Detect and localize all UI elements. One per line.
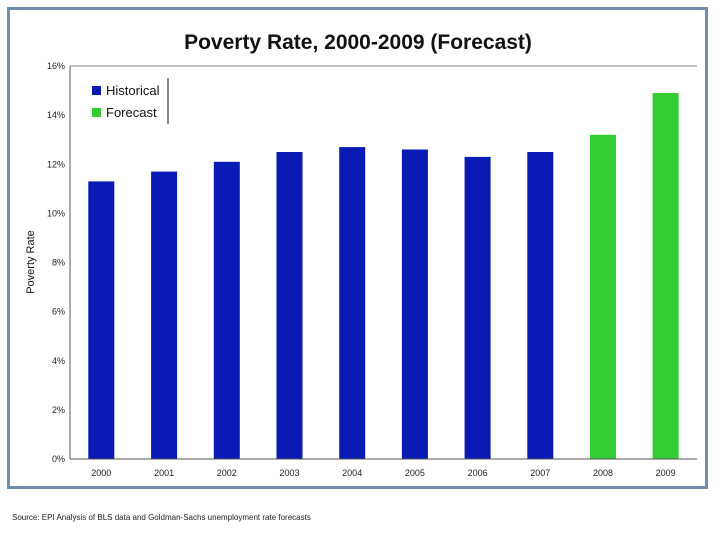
source-note: Source: EPI Analysis of BLS data and Gol… [12, 513, 311, 522]
bar-2008 [590, 134, 616, 460]
x-tick-label: 2004 [342, 468, 362, 478]
bar-2002 [213, 161, 240, 460]
bar-2003 [276, 152, 303, 459]
legend-swatch-historical [92, 86, 101, 95]
x-tick-label: 2001 [154, 468, 174, 478]
y-tick-label: 4% [52, 356, 65, 366]
y-tick-label: 0% [52, 454, 65, 464]
y-tick-label: 12% [47, 159, 65, 169]
y-tick-label: 8% [52, 258, 65, 268]
x-tick-label: 2008 [593, 468, 613, 478]
legend: Historical Forecast [92, 78, 169, 124]
bar-2005 [401, 149, 428, 459]
x-tick-label: 2006 [468, 468, 488, 478]
x-tick-label: 2007 [530, 468, 550, 478]
y-tick-label: 2% [52, 405, 65, 415]
legend-swatch-forecast [92, 108, 101, 117]
y-axis: 0% 2% 4% 6% 8% 10% 12% 14% 16% [47, 61, 697, 464]
bars [88, 93, 679, 460]
y-axis-label: Poverty Rate [25, 230, 37, 294]
x-tick-label: 2009 [656, 468, 676, 478]
chart-title: Poverty Rate, 2000-2009 (Forecast) [184, 31, 532, 54]
bar-2001 [151, 171, 178, 459]
x-tick-label: 2005 [405, 468, 425, 478]
bar-2007 [527, 152, 554, 459]
x-tick-label: 2000 [91, 468, 111, 478]
x-axis: 2000 2001 2002 2003 2004 2005 2006 2007 2008 2009 [70, 458, 697, 478]
x-tick-label: 2002 [217, 468, 237, 478]
y-tick-label: 6% [52, 307, 65, 317]
y-tick-label: 16% [47, 61, 65, 71]
x-tick-label: 2003 [279, 468, 299, 478]
bar-2009 [652, 93, 679, 459]
legend-label-forecast: Forecast [106, 105, 157, 120]
y-tick-label: 10% [47, 208, 65, 218]
y-tick-label: 14% [47, 110, 65, 120]
bar-2006 [464, 156, 491, 459]
bar-2000 [88, 181, 115, 459]
chart: Poverty Rate, 2000-2009 (Forecast) Pover… [25, 31, 697, 478]
bar-2004 [339, 147, 366, 459]
legend-label-historical: Historical [106, 83, 160, 98]
